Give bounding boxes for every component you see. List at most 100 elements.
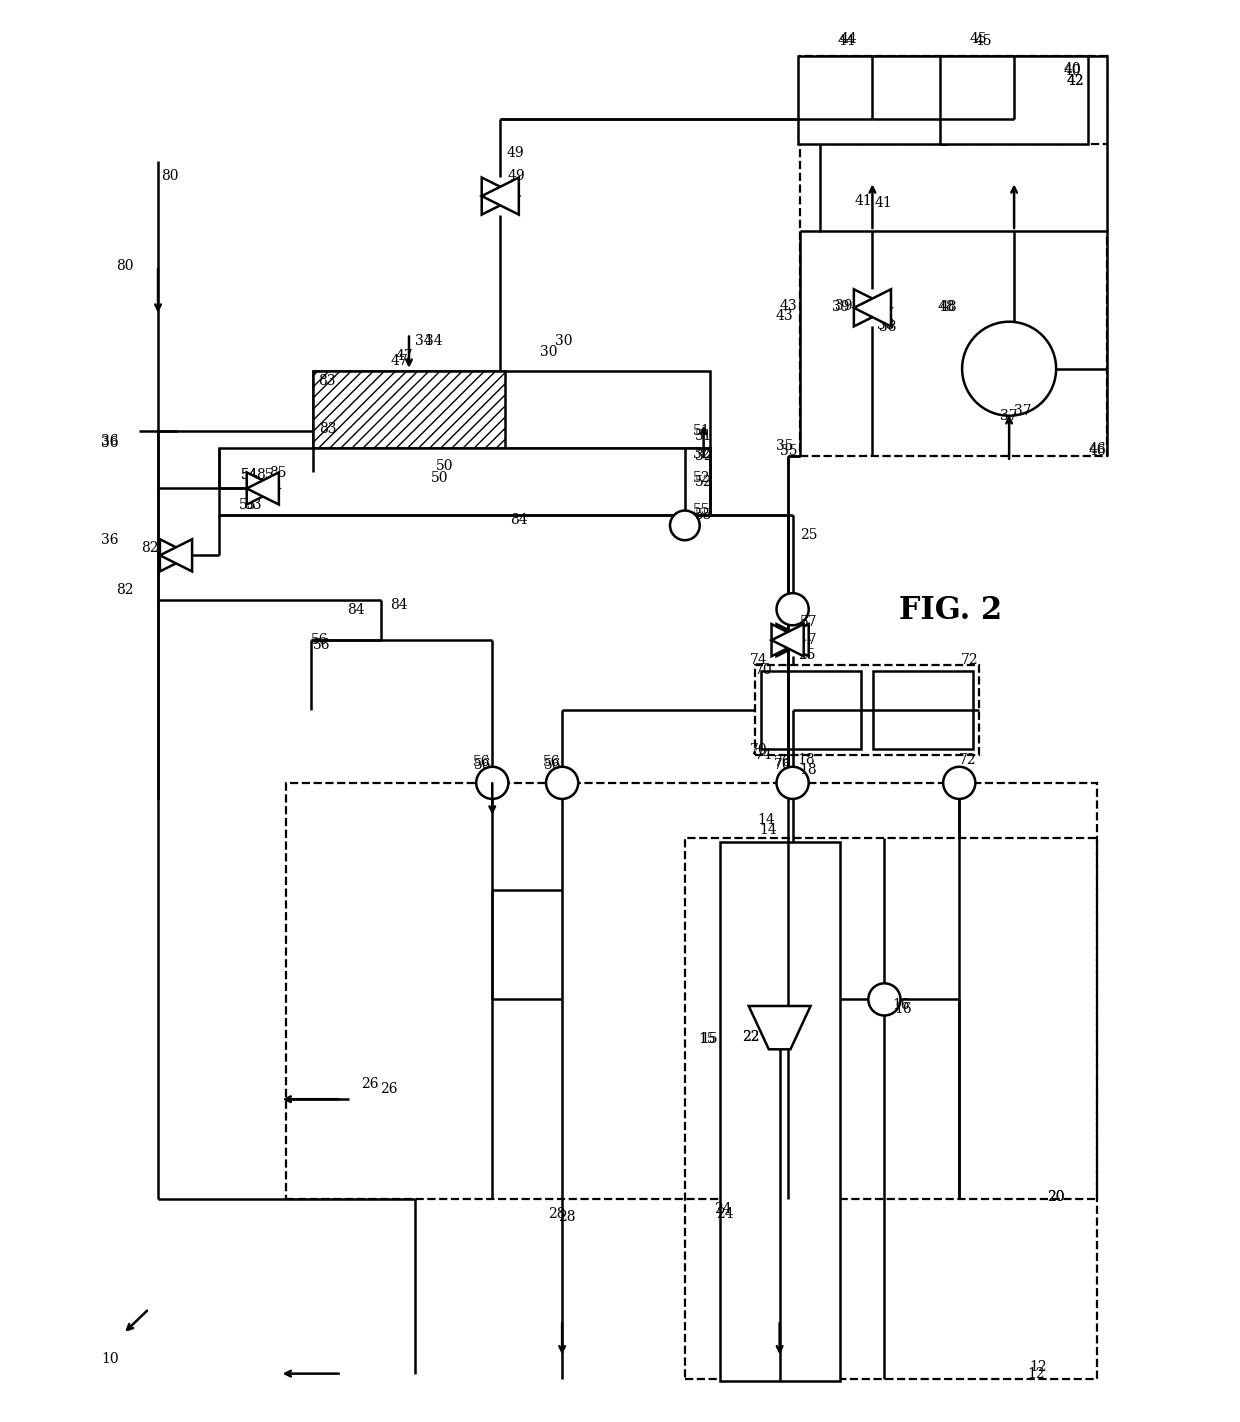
Bar <box>219 448 709 515</box>
Text: 51: 51 <box>693 424 711 438</box>
Text: 24: 24 <box>715 1207 733 1221</box>
Text: 30: 30 <box>556 334 573 348</box>
Text: 38: 38 <box>878 317 895 331</box>
Bar <box>285 784 1097 1199</box>
Bar <box>940 57 1089 144</box>
Text: 74: 74 <box>750 653 768 667</box>
Circle shape <box>776 593 808 626</box>
Text: 50: 50 <box>430 472 448 485</box>
Text: 43: 43 <box>780 299 797 313</box>
Text: 42: 42 <box>1066 74 1085 88</box>
Text: 25: 25 <box>797 648 815 663</box>
Text: 84: 84 <box>391 599 408 613</box>
Text: 41: 41 <box>874 196 892 210</box>
Circle shape <box>546 766 578 799</box>
Text: 83: 83 <box>317 374 335 388</box>
Text: 36: 36 <box>102 533 119 547</box>
Text: 84: 84 <box>347 603 366 617</box>
Text: FIG. 2: FIG. 2 <box>899 594 1002 626</box>
Bar <box>312 371 709 448</box>
Text: 56: 56 <box>312 638 330 653</box>
Circle shape <box>670 510 699 540</box>
Text: 24: 24 <box>714 1202 732 1216</box>
Text: 85: 85 <box>255 468 273 482</box>
Text: 56: 56 <box>544 758 562 772</box>
Text: 26: 26 <box>361 1078 378 1091</box>
Circle shape <box>962 321 1056 415</box>
Text: 70: 70 <box>755 663 773 677</box>
Text: 55: 55 <box>693 503 711 518</box>
Text: 72: 72 <box>961 653 978 667</box>
Polygon shape <box>854 289 892 327</box>
Bar <box>800 57 1107 455</box>
Bar <box>761 671 861 749</box>
Text: 84: 84 <box>510 513 528 528</box>
Polygon shape <box>247 472 279 505</box>
Text: 34: 34 <box>425 334 443 348</box>
Text: 16: 16 <box>894 1003 911 1017</box>
Bar <box>312 371 505 448</box>
Text: 44: 44 <box>839 33 857 47</box>
Text: 18: 18 <box>800 762 817 776</box>
Polygon shape <box>771 624 804 656</box>
Text: 34: 34 <box>415 334 433 348</box>
Polygon shape <box>160 539 192 572</box>
Text: 28: 28 <box>548 1207 565 1221</box>
Text: 57: 57 <box>800 616 817 629</box>
Circle shape <box>476 766 508 799</box>
Circle shape <box>944 766 976 799</box>
Text: 46: 46 <box>1089 444 1106 458</box>
Text: 38: 38 <box>879 320 897 334</box>
Polygon shape <box>160 539 192 572</box>
Polygon shape <box>749 1005 811 1049</box>
Text: 14: 14 <box>758 813 775 826</box>
Text: 47: 47 <box>396 348 413 363</box>
Text: 55: 55 <box>694 509 712 522</box>
Text: 28: 28 <box>558 1210 575 1224</box>
Text: 53: 53 <box>239 499 257 512</box>
Text: 50: 50 <box>435 458 453 472</box>
Text: 49: 49 <box>506 145 523 159</box>
Text: 36: 36 <box>102 435 119 449</box>
Text: 39: 39 <box>832 300 849 314</box>
Text: 54: 54 <box>241 468 258 482</box>
Text: 40: 40 <box>1064 64 1081 78</box>
Bar <box>820 57 1107 230</box>
Text: 22: 22 <box>742 1031 759 1044</box>
Bar <box>719 842 839 1381</box>
Polygon shape <box>854 289 892 327</box>
Text: 57: 57 <box>800 633 817 647</box>
Text: 15: 15 <box>699 1032 718 1047</box>
Text: 25: 25 <box>800 529 817 542</box>
Text: 18: 18 <box>797 752 815 766</box>
Text: 48: 48 <box>937 300 955 314</box>
Text: 85: 85 <box>269 466 286 481</box>
Text: 45: 45 <box>975 34 992 48</box>
Text: 32: 32 <box>694 448 712 462</box>
Text: 37: 37 <box>1014 404 1032 418</box>
Text: 76: 76 <box>774 758 791 772</box>
Text: 45: 45 <box>970 33 987 47</box>
Text: 42: 42 <box>1066 74 1085 88</box>
Text: 76: 76 <box>774 755 791 769</box>
Text: 72: 72 <box>960 752 977 766</box>
Text: 12: 12 <box>1029 1359 1047 1374</box>
Text: 36: 36 <box>102 434 119 448</box>
Text: 43: 43 <box>776 309 794 323</box>
Text: 22: 22 <box>742 1031 759 1044</box>
Text: 40: 40 <box>1064 63 1081 77</box>
Text: 74: 74 <box>755 748 773 762</box>
Polygon shape <box>481 178 518 215</box>
Text: 26: 26 <box>381 1082 398 1096</box>
Text: 56: 56 <box>474 755 491 769</box>
Polygon shape <box>776 624 808 656</box>
Polygon shape <box>771 624 804 656</box>
Text: 52: 52 <box>693 472 711 485</box>
Text: 39: 39 <box>835 299 852 313</box>
Text: 82: 82 <box>117 583 134 597</box>
Text: 14: 14 <box>760 823 777 836</box>
Text: 35: 35 <box>780 444 797 458</box>
Text: 49: 49 <box>507 169 525 183</box>
Bar <box>873 671 973 749</box>
Bar <box>799 57 946 144</box>
